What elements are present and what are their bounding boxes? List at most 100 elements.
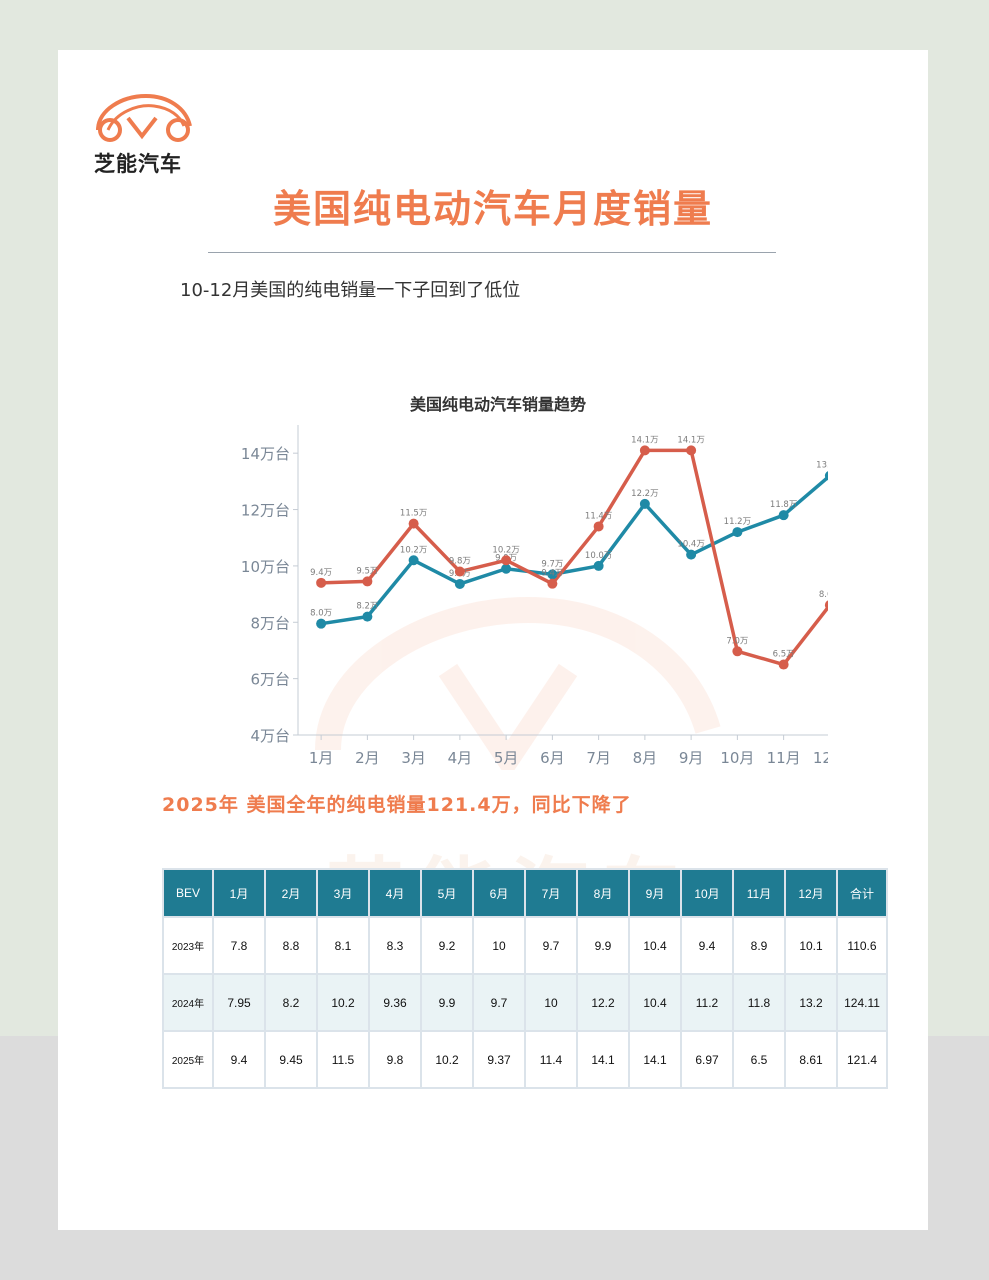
data-label: 8.2万 [356,602,378,612]
table-row: 2024年 7.95 8.2 10.2 9.36 9.9 9.7 10 12.2 10.4 11.2… [162,973,888,1032]
table-cell: 8.2 [264,973,318,1032]
title-divider [208,252,776,253]
data-point [316,577,327,588]
x-tick-label: 10月 [720,749,754,767]
data-label: 10.0万 [585,551,612,561]
data-label: 11.8万 [770,500,797,510]
page-title: 美国纯电动汽车月度销量 [272,187,713,231]
table-header-cell: 1月 [212,868,266,918]
car-logo-icon [96,93,192,142]
table-cell: 9.7 [524,916,578,975]
table-cell: 9.2 [420,916,474,975]
data-label: 11.4万 [585,511,612,521]
table-cell: 10.4 [628,916,682,975]
brand-name: 芝能汽车 [94,152,182,176]
data-label: 10.2万 [400,545,427,555]
table-cell: 9.9 [420,973,474,1032]
table-cell: 10.1 [784,916,838,975]
table-cell: 9.45 [264,1030,318,1089]
x-tick-label: 4月 [448,749,473,767]
table-cell: 9.4 [212,1030,266,1089]
data-label: 9.8万 [449,557,471,567]
table-header-cell: 12月 [784,868,838,918]
row-label: 2025年 [162,1030,214,1089]
table-cell: 10.2 [420,1030,474,1089]
chart-watermark-logo [315,596,721,770]
table-cell: 10.4 [628,973,682,1032]
table-cell: 14.1 [576,1030,630,1089]
table-row: 2025年 9.4 9.45 11.5 9.8 10.2 9.37 11.4 14.1 14.1 6… [162,1030,888,1089]
data-point [362,576,373,587]
summary-headline: 2025年 美国全年的纯电销量121.4万，同比下降了 [162,794,632,816]
x-tick-label: 3月 [401,749,426,767]
table-header-cell: 11月 [732,868,786,918]
data-point [732,527,743,538]
table-cell: 9.8 [368,1030,422,1089]
data-point [547,578,558,589]
table-row: 2023年 7.8 8.8 8.1 8.3 9.2 10 9.7 9.9 10.4 9.4 8.9 10… [162,916,888,975]
table-cell: 11.2 [680,973,734,1032]
brand-logo: 芝能汽车 [94,90,204,176]
data-point [593,560,604,571]
table-cell: 6.97 [680,1030,734,1089]
x-tick-label: 9月 [679,749,704,767]
data-label: 14.1万 [631,435,658,445]
table-cell: 9.9 [576,916,630,975]
table-cell: 124.11 [836,973,888,1032]
y-tick-label: 8万台 [250,614,290,632]
table-header-cell: 8月 [576,868,630,918]
table-header-cell: 2月 [264,868,318,918]
table-cell: 8.9 [732,916,786,975]
table-cell: 8.61 [784,1030,838,1089]
data-label: 8.0万 [310,609,332,619]
sales-table: BEV 1月 2月 3月 4月 5月 6月 7月 8月 9月 10月 11月 12月 合计 2023年 7.… [162,868,888,1089]
row-label: 2024年 [162,973,214,1032]
data-point [501,555,512,566]
data-point [686,549,697,560]
sales-table-container: BEV 1月 2月 3月 4月 5月 6月 7月 8月 9月 10月 11月 12月 合计 2023年 7.… [162,868,888,1089]
x-tick-label: 8月 [633,749,658,767]
data-label: 6.5万 [773,650,795,660]
line-chart: 美国纯电动汽车销量趋势 4万台 6万台 8万台 10万台 12万台 14万台 1月 2月 3月 4… [241,395,828,770]
data-point [454,578,465,589]
table-cell: 13.2 [784,973,838,1032]
data-point [362,611,373,622]
data-label: 9.4万 [541,569,563,579]
data-label: 9.4万 [310,568,332,578]
data-label: 10.4万 [677,540,704,550]
data-point [593,521,604,532]
data-label: 8.6万 [819,590,828,600]
data-point [639,445,650,456]
x-tick-label: 11月 [767,749,801,767]
table-cell: 6.5 [732,1030,786,1089]
x-tick-label: 5月 [494,749,519,767]
table-header-cell: BEV [162,868,214,918]
table-header-cell: 4月 [368,868,422,918]
data-label: 7.0万 [726,636,748,646]
table-header-cell: 6月 [472,868,526,918]
table-cell: 7.95 [212,973,266,1032]
data-label: 12.2万 [631,489,658,499]
data-label: 11.5万 [400,509,427,519]
series-line-1 [321,448,828,667]
data-label: 14.1万 [677,435,704,445]
data-point [501,563,512,574]
x-tick-label: 6月 [540,749,565,767]
table-header-cell: 9月 [628,868,682,918]
table-cell: 7.8 [212,916,266,975]
table-header-cell: 10月 [680,868,734,918]
table-cell: 8.8 [264,916,318,975]
report-card: 芝能汽车 美国纯电动汽车月度销量 10-12月美国的纯电销量一下子回到了低位 芝… [58,50,928,1230]
x-tick-label: 12月 [813,749,828,767]
data-label: 13.2万 [816,461,828,471]
data-label: 9.7万 [541,559,563,569]
data-label: 11.2万 [724,517,751,527]
table-cell: 110.6 [836,916,888,975]
table-cell: 8.1 [316,916,370,975]
data-label: 9.5万 [356,566,378,576]
data-point [732,646,743,657]
series-line-0 [320,475,828,626]
table-cell: 9.37 [472,1030,526,1089]
table-cell: 11.5 [316,1030,370,1089]
data-point [824,600,828,610]
